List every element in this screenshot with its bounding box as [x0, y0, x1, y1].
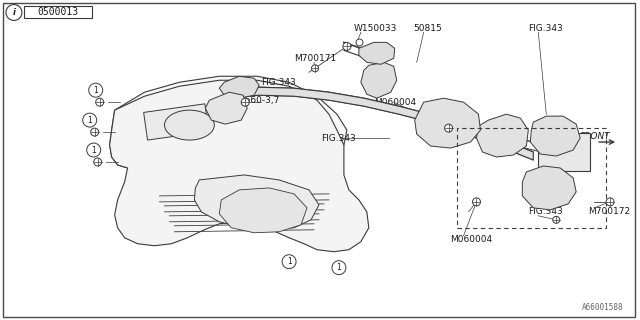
Circle shape — [606, 198, 614, 206]
Text: 1: 1 — [287, 257, 291, 266]
Polygon shape — [220, 76, 259, 98]
Circle shape — [312, 65, 319, 72]
Polygon shape — [359, 42, 395, 64]
Text: FIG.343: FIG.343 — [529, 24, 563, 33]
Circle shape — [91, 128, 99, 136]
Text: FIG.343: FIG.343 — [529, 207, 563, 216]
Text: FRONT: FRONT — [580, 132, 611, 140]
Polygon shape — [109, 76, 347, 168]
Text: W150033: W150033 — [354, 24, 397, 33]
Circle shape — [96, 98, 104, 106]
Text: 1: 1 — [337, 263, 341, 272]
Polygon shape — [109, 80, 369, 252]
Circle shape — [89, 83, 102, 97]
Circle shape — [332, 261, 346, 275]
Circle shape — [343, 42, 351, 50]
Polygon shape — [522, 166, 576, 210]
Polygon shape — [229, 87, 533, 160]
Text: FIG.343: FIG.343 — [261, 78, 296, 87]
Text: FIG.343: FIG.343 — [321, 133, 356, 143]
Circle shape — [282, 255, 296, 269]
Circle shape — [553, 216, 560, 223]
Polygon shape — [415, 98, 481, 148]
Text: M060004: M060004 — [451, 235, 493, 244]
Bar — [538, 133, 590, 171]
Circle shape — [472, 198, 481, 206]
Circle shape — [6, 4, 22, 20]
Text: 1: 1 — [87, 116, 92, 124]
Text: 50815: 50815 — [413, 24, 442, 33]
Text: i: i — [13, 8, 15, 17]
Circle shape — [445, 124, 452, 132]
Text: FIG.660-3,7: FIG.660-3,7 — [227, 96, 280, 105]
Polygon shape — [195, 175, 319, 230]
Text: 1: 1 — [92, 146, 96, 155]
Bar — [24, 6, 92, 19]
Polygon shape — [361, 62, 397, 98]
Ellipse shape — [164, 110, 214, 140]
Circle shape — [241, 98, 249, 106]
Text: A66001588: A66001588 — [582, 302, 624, 311]
Text: M700172: M700172 — [588, 207, 630, 216]
Text: 1: 1 — [93, 86, 98, 95]
Text: M060004: M060004 — [374, 98, 416, 107]
Circle shape — [87, 143, 100, 157]
Polygon shape — [205, 92, 247, 124]
Polygon shape — [531, 116, 580, 156]
Bar — [143, 104, 209, 140]
Polygon shape — [220, 188, 307, 233]
Text: 0500013: 0500013 — [37, 7, 78, 18]
Polygon shape — [477, 114, 529, 157]
Bar — [456, 128, 606, 228]
Circle shape — [93, 158, 102, 166]
Circle shape — [83, 113, 97, 127]
Text: M700171: M700171 — [294, 54, 336, 63]
